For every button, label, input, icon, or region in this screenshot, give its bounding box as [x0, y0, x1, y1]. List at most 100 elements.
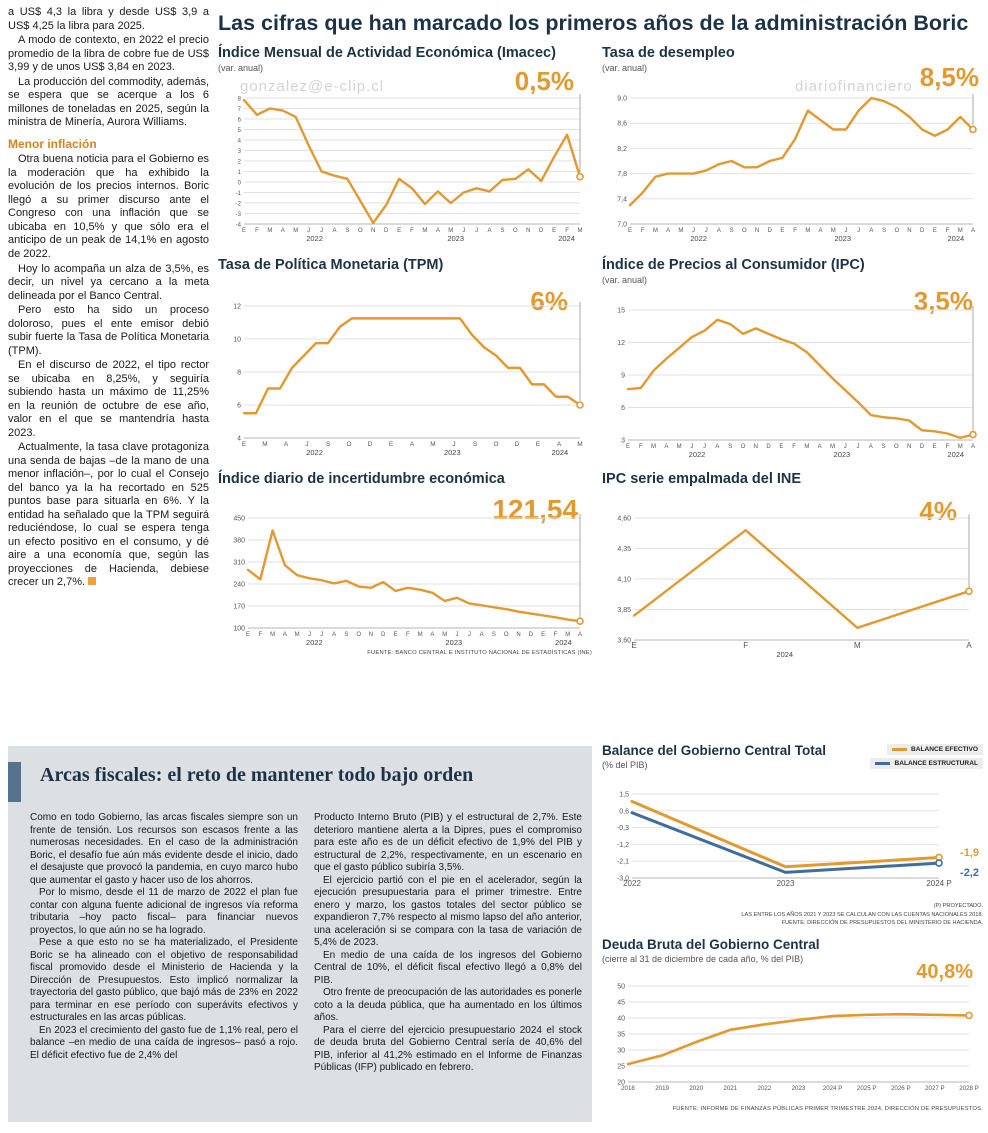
article-paragraph: A modo de contexto, en 2022 el precio pr…: [8, 34, 209, 74]
svg-text:O: O: [513, 228, 518, 234]
legend-label: BALANCE EFECTIVO: [910, 746, 978, 753]
svg-text:12: 12: [233, 304, 241, 311]
legend-item: BALANCE EFECTIVO: [886, 744, 983, 755]
article-paragraph: En 2023 el crecimiento del gasto fue de …: [30, 1024, 298, 1061]
svg-text:A: A: [283, 632, 287, 638]
article-paragraph: El ejercicio partió con el pie en el ace…: [314, 874, 582, 949]
svg-text:N: N: [526, 228, 530, 234]
svg-text:F: F: [565, 228, 569, 234]
svg-text:A: A: [715, 444, 719, 450]
svg-text:-2,1: -2,1: [617, 859, 629, 866]
svg-text:6: 6: [238, 118, 242, 124]
svg-text:S: S: [882, 444, 886, 450]
svg-text:2: 2: [238, 160, 242, 166]
svg-text:0,6: 0,6: [619, 808, 629, 815]
svg-text:J: J: [857, 228, 860, 234]
svg-text:4: 4: [238, 139, 242, 145]
svg-text:50: 50: [617, 984, 625, 991]
chart-title: Índice Mensual de Actividad Económica (I…: [218, 45, 556, 61]
chart-subtitle: (var. anual): [602, 62, 648, 73]
svg-text:1,5: 1,5: [619, 792, 629, 799]
chart-value-label: 4%: [919, 496, 957, 526]
svg-text:A: A: [971, 228, 975, 234]
svg-text:S: S: [473, 441, 478, 448]
svg-text:-4: -4: [236, 223, 242, 229]
svg-text:M: M: [958, 228, 963, 234]
svg-text:M: M: [651, 444, 656, 450]
svg-text:O: O: [742, 228, 747, 234]
svg-text:O: O: [894, 228, 899, 234]
svg-text:6: 6: [621, 405, 625, 412]
svg-text:S: S: [728, 444, 732, 450]
svg-text:2019: 2019: [655, 1085, 669, 1092]
svg-text:N: N: [907, 444, 911, 450]
svg-text:M: M: [293, 228, 298, 234]
svg-text:2026 P: 2026 P: [891, 1085, 911, 1092]
left-article-column: a US$ 4,3 la libra y desde US$ 3,9 a US$…: [8, 6, 209, 591]
svg-text:2022: 2022: [306, 448, 323, 457]
chart-value-label: 6%: [530, 286, 568, 316]
chart-desempleo: Tasa de desempleo (var. anual) 8,5% 9,0 8…: [602, 45, 985, 248]
svg-text:2028 P: 2028 P: [959, 1085, 979, 1092]
svg-text:N: N: [369, 632, 373, 638]
svg-text:-3: -3: [236, 212, 242, 218]
tpm-plot: 12 10 8 6 4 E M A J S O D E A M J S O D E A M 2022 2023 2024: [218, 298, 592, 458]
chart-title: IPC serie empalmada del INE: [602, 471, 802, 487]
svg-text:A: A: [966, 641, 972, 650]
article-paragraph: La producción del commodity, además, se …: [8, 75, 209, 129]
svg-text:12: 12: [617, 340, 625, 347]
article-subheading: Menor inflación: [8, 136, 97, 151]
svg-text:E: E: [780, 228, 784, 234]
svg-text:A: A: [557, 441, 562, 448]
svg-text:A: A: [281, 228, 285, 234]
svg-text:M: M: [430, 441, 435, 448]
svg-text:D: D: [384, 228, 389, 234]
chart-subtitle: (var. anual): [602, 274, 648, 285]
series-end-label-estructural: -2,2: [960, 867, 979, 879]
svg-text:J: J: [320, 632, 323, 638]
svg-text:A: A: [488, 228, 492, 234]
article-paragraph: Hoy lo acompaña un alza de 3,5%, es deci…: [8, 262, 209, 302]
svg-text:2023: 2023: [834, 450, 851, 459]
chart-subtitle: (% del PIB): [602, 759, 648, 770]
svg-text:F: F: [946, 228, 950, 234]
chart-ipc: Índice de Precios al Consumidor (IPC) (v…: [602, 257, 985, 464]
svg-text:F: F: [946, 444, 950, 450]
chart-value-label: 40,8%: [916, 961, 973, 983]
svg-text:D: D: [766, 444, 771, 450]
chart-value-label: 121,54: [492, 494, 578, 525]
svg-text:J: J: [320, 228, 323, 234]
svg-text:J: J: [690, 444, 693, 450]
svg-text:D: D: [368, 441, 373, 448]
svg-text:2022: 2022: [689, 450, 706, 459]
article-paragraph: a US$ 4,3 la libra y desde US$ 3,9 a US$…: [8, 6, 209, 32]
svg-text:A: A: [869, 444, 873, 450]
svg-text:2022: 2022: [758, 1085, 772, 1092]
svg-text:M: M: [270, 632, 275, 638]
chart-balance: Balance del Gobierno Central Total (% de…: [602, 743, 983, 938]
legend-item: BALANCE ESTRUCTURAL: [870, 758, 983, 769]
svg-text:J: J: [308, 632, 311, 638]
svg-text:170: 170: [233, 604, 245, 611]
svg-text:J: J: [844, 228, 847, 234]
svg-text:A: A: [578, 632, 582, 638]
svg-text:10: 10: [233, 337, 241, 344]
end-of-article-icon: [88, 577, 97, 586]
svg-text:2020: 2020: [689, 1085, 703, 1092]
svg-text:A: A: [971, 444, 975, 450]
svg-text:M: M: [422, 228, 427, 234]
svg-text:M: M: [653, 228, 658, 234]
svg-text:E: E: [626, 444, 630, 450]
svg-text:450: 450: [233, 516, 245, 523]
article-paragraph: Otra buena noticia para el Gobierno es l…: [8, 153, 209, 260]
svg-text:O: O: [358, 228, 363, 234]
svg-text:S: S: [730, 228, 734, 234]
svg-text:2021: 2021: [723, 1085, 737, 1092]
svg-text:E: E: [552, 228, 556, 234]
svg-text:J: J: [462, 228, 465, 234]
fiscal-headline: Arcas fiscales: el reto de mantener todo…: [40, 764, 474, 786]
fiscal-panel: Arcas fiscales: el reto de mantener todo…: [8, 746, 592, 1122]
svg-text:2024: 2024: [948, 234, 965, 243]
chart-title: Índice diario de incertidumbre económica: [218, 471, 505, 487]
chart-deuda: Deuda Bruta del Gobierno Central (cierre…: [602, 937, 983, 1124]
